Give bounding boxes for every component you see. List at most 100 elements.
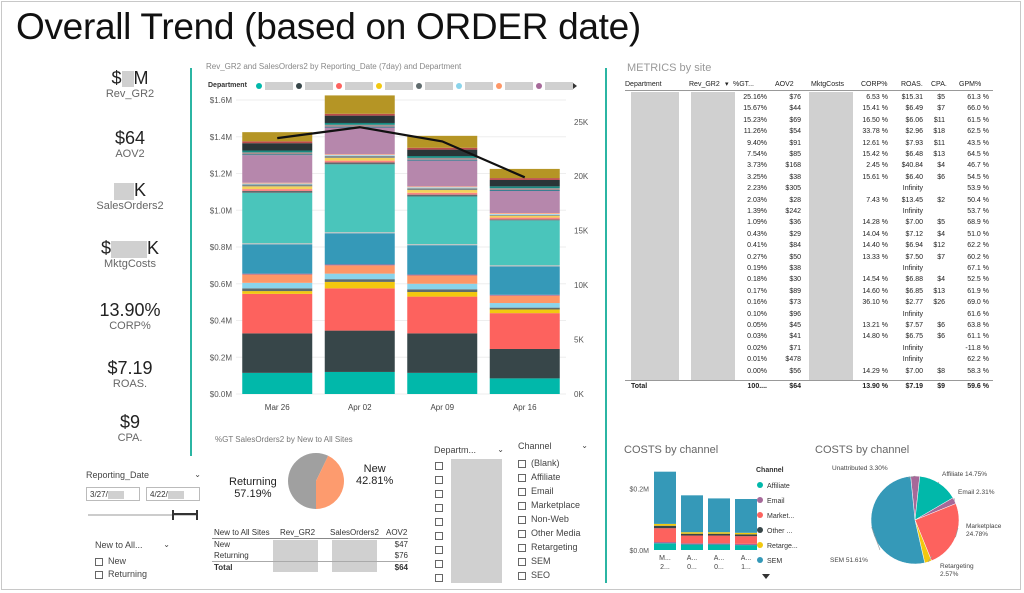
checkbox-icon[interactable] [518,543,526,552]
kpi-cpa: $9 CPA. [70,412,190,445]
metrics-cell: $4 [937,276,945,284]
col-header[interactable]: AOV2 [386,528,408,537]
metrics-cell: $8 [937,367,945,375]
legend-label: Email [767,498,785,505]
chevron-down-icon[interactable]: ⌄ [194,470,201,479]
costs-bar-title: COSTS by channel [624,444,719,456]
dept-checkbox[interactable] [435,462,443,470]
col-header[interactable]: Rev_GR2 [280,528,316,537]
redacted-column [809,92,853,380]
cost-bar-segment [654,471,676,524]
bar-segment [407,274,478,276]
dept-checkbox[interactable] [435,504,443,512]
legend-dot [336,83,342,89]
metrics-row: 0.05% $45 13.21 % $7.57 $6 63.8 % [625,321,993,332]
dept-checkbox[interactable] [435,490,443,498]
metrics-col-header[interactable]: CORP% [861,81,888,88]
channel-option[interactable]: (Blank) [518,456,598,470]
pie-new-chart [288,453,344,509]
metrics-col-header[interactable]: CPA. [931,81,947,88]
dept-checkbox[interactable] [435,560,443,568]
metrics-cell: 53.7 % [967,208,989,215]
dept-checkbox[interactable] [435,546,443,554]
metrics-header-line [625,90,993,91]
metrics-cell: 0.16% [747,299,767,307]
bar-segment [407,190,478,193]
metrics-col-header[interactable]: ROAS. [901,81,923,88]
metrics-col-header[interactable]: GPM% [959,81,982,88]
new-option-new[interactable]: New [95,556,126,566]
new-option-returning[interactable]: Returning [95,569,147,579]
sort-desc-icon[interactable]: ▾ [725,81,729,88]
kpi-aov-value: $64 [114,128,146,148]
metrics-cell: $89 [789,287,801,295]
channel-option[interactable]: Retargeting [518,540,598,554]
legend-dot [416,83,422,89]
dept-slicer: Departm... ⌄ [434,445,504,455]
channel-option[interactable]: Affiliate [518,470,598,484]
x-tick-label: 0... [687,564,697,571]
col-header[interactable]: New to All Sites [214,528,270,537]
col-header[interactable]: SalesOrders2 [330,528,379,537]
dept-checkbox[interactable] [435,574,443,582]
checkbox-icon[interactable] [518,459,526,468]
kpi-rev-label: Rev_GR2 [105,88,155,100]
metrics-col-header[interactable]: %GT... [733,81,755,88]
date-to-input[interactable]: 4/22/ [146,487,200,501]
metrics-col-header[interactable]: Department [625,81,662,88]
dept-checkbox[interactable] [435,532,443,540]
kpi-orders-label: SalesOrders2 [96,200,164,212]
checkbox-icon[interactable] [518,473,526,482]
metrics-cell: 53.9 % [967,185,989,193]
bar-segment [489,217,560,220]
metrics-row: 7.54% $85 15.42 % $6.48 $13 64.5 % [625,150,993,161]
table-row: New $47 [214,540,408,549]
metrics-row: 2.23% $305 Infinity 53.9 % [625,184,993,195]
bar-segment [242,293,313,334]
checkbox-icon[interactable] [518,515,526,524]
date-from-input[interactable]: 3/27/ [86,487,140,501]
channel-option[interactable]: Email [518,484,598,498]
channel-option[interactable]: SEO [518,568,598,582]
chevron-down-icon[interactable]: ⌄ [497,445,504,454]
chevron-down-icon[interactable]: ⌄ [163,540,170,549]
checkbox-icon[interactable] [518,529,526,538]
metrics-row: 0.27% $50 13.33 % $7.50 $7 60.2 % [625,253,993,264]
metrics-cell: 15.23% [743,116,767,124]
metrics-cell: 15.42 % [862,151,888,158]
kpi-cpa-label: CPA. [117,432,143,444]
channel-option-label: Marketplace [531,500,581,510]
checkbox-icon[interactable] [518,571,526,580]
metrics-cell: 0.03% [747,333,767,341]
metrics-cell: $6.88 [905,276,923,284]
metrics-col-header[interactable]: AOV2 [775,81,794,88]
pie-slice [316,455,344,509]
metrics-col-header[interactable]: MktgCosts [811,81,845,88]
metrics-cell: 15.61 % [862,173,888,181]
channel-option[interactable]: Non-Web [518,512,598,526]
bar-segment [489,178,560,180]
cost-bar-segment [654,543,676,550]
checkbox-icon[interactable] [95,557,103,566]
metrics-col-header[interactable]: Rev_GR2 [689,81,720,88]
dept-checkbox[interactable] [435,518,443,526]
redacted-column [273,540,318,572]
checkbox-icon[interactable] [95,570,103,579]
metrics-cell: Infinity [902,265,923,272]
metrics-row: 2.03% $28 7.43 % $13.45 $2 50.4 % [625,196,993,207]
metrics-cell: 58.3 % [967,367,989,375]
metrics-cell: 25.16% [743,94,767,101]
dept-checkbox[interactable] [435,476,443,484]
pie-leader-line [927,555,933,563]
bar-segment [407,159,478,161]
channel-option[interactable]: Other Media [518,526,598,540]
channel-option[interactable]: SEM [518,554,598,568]
checkbox-icon[interactable] [518,501,526,510]
channel-option[interactable]: Marketplace [518,498,598,512]
checkbox-icon[interactable] [518,557,526,566]
date-slider-handle[interactable] [172,510,198,520]
pie-leader-line [907,475,916,479]
chevron-down-icon[interactable]: ⌄ [581,441,588,450]
checkbox-icon[interactable] [518,487,526,496]
legend-label: Retarge... [767,543,798,550]
